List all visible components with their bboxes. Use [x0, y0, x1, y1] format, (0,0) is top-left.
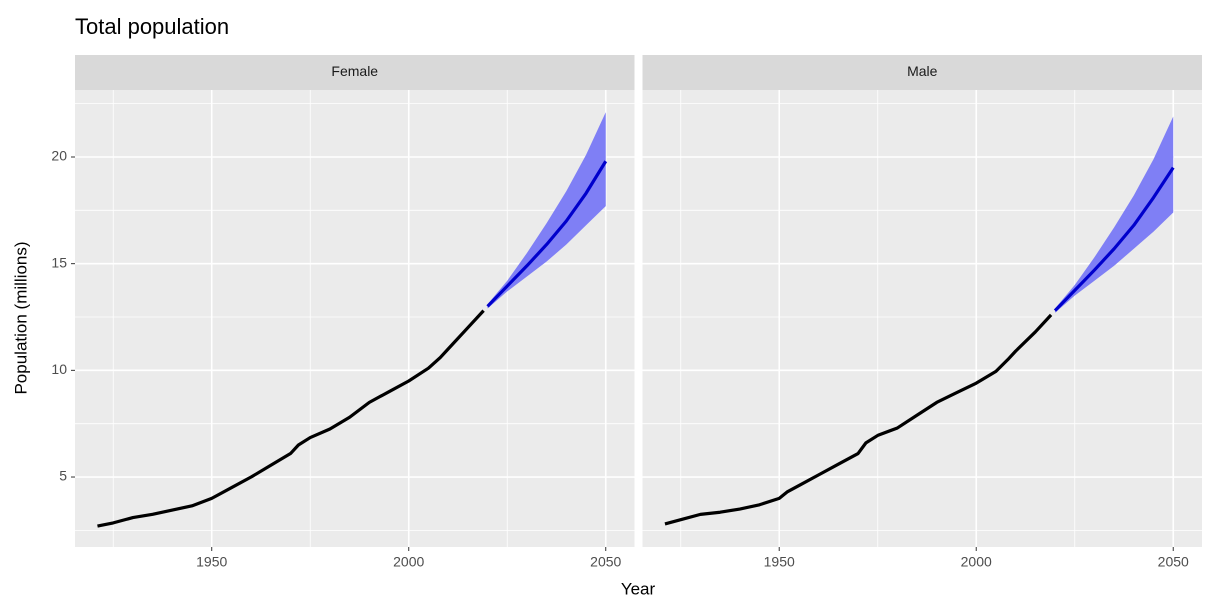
strip-label: Female — [331, 63, 378, 79]
panel-background — [75, 90, 635, 547]
series-line — [486, 160, 608, 308]
x-tick-label: 2000 — [961, 554, 992, 570]
x-axis-label: Year — [621, 579, 656, 598]
x-tick-label: 1950 — [764, 554, 795, 570]
panel-background — [642, 90, 1202, 547]
y-tick-label: 15 — [51, 254, 67, 270]
y-tick-label: 20 — [51, 148, 67, 164]
series-line — [97, 309, 485, 528]
chart-title: Total population — [75, 14, 229, 39]
prediction-interval — [487, 112, 606, 309]
y-tick-label: 10 — [51, 361, 67, 377]
series-line — [664, 313, 1053, 526]
strip — [642, 55, 1202, 90]
x-tick-label: 2050 — [1158, 554, 1189, 570]
x-tick-label: 2000 — [393, 554, 424, 570]
series-line — [1053, 166, 1175, 312]
prediction-interval — [1055, 116, 1174, 313]
x-tick-label: 1950 — [196, 554, 227, 570]
x-tick-label: 2050 — [590, 554, 621, 570]
y-axis-label: Population (millions) — [11, 241, 30, 394]
strip — [75, 55, 635, 90]
y-tick-label: 5 — [59, 468, 67, 484]
strip-label: Male — [907, 63, 938, 79]
